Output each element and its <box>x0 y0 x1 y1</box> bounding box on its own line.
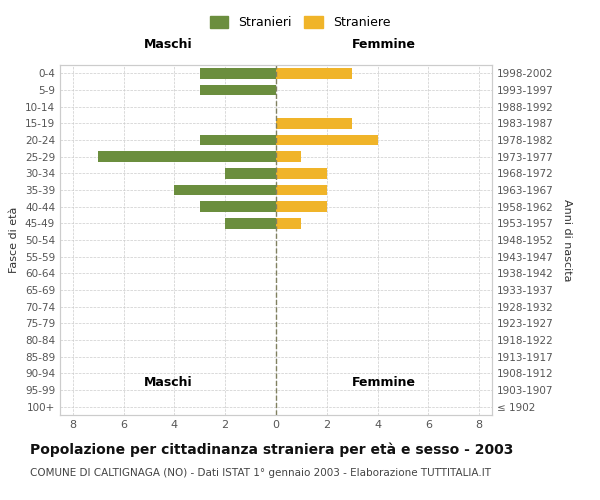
Bar <box>200 201 276 212</box>
Bar <box>276 68 352 78</box>
Bar <box>276 184 327 196</box>
Bar <box>175 184 276 196</box>
Bar <box>276 168 327 179</box>
Bar <box>200 84 276 96</box>
Bar <box>276 201 327 212</box>
Text: Maschi: Maschi <box>143 38 193 51</box>
Text: Popolazione per cittadinanza straniera per età e sesso - 2003: Popolazione per cittadinanza straniera p… <box>30 442 514 457</box>
Text: Femmine: Femmine <box>352 376 416 389</box>
Bar <box>98 151 276 162</box>
Bar <box>225 168 276 179</box>
Text: Maschi: Maschi <box>143 376 193 389</box>
Text: COMUNE DI CALTIGNAGA (NO) - Dati ISTAT 1° gennaio 2003 - Elaborazione TUTTITALIA: COMUNE DI CALTIGNAGA (NO) - Dati ISTAT 1… <box>30 468 491 477</box>
Bar <box>200 68 276 78</box>
Y-axis label: Fasce di età: Fasce di età <box>10 207 19 273</box>
Bar <box>276 134 377 145</box>
Bar <box>276 218 301 229</box>
Legend: Stranieri, Straniere: Stranieri, Straniere <box>205 11 395 34</box>
Bar <box>276 151 301 162</box>
Bar <box>225 218 276 229</box>
Y-axis label: Anni di nascita: Anni di nascita <box>562 198 572 281</box>
Bar <box>276 118 352 128</box>
Bar <box>200 134 276 145</box>
Text: Femmine: Femmine <box>352 38 416 51</box>
